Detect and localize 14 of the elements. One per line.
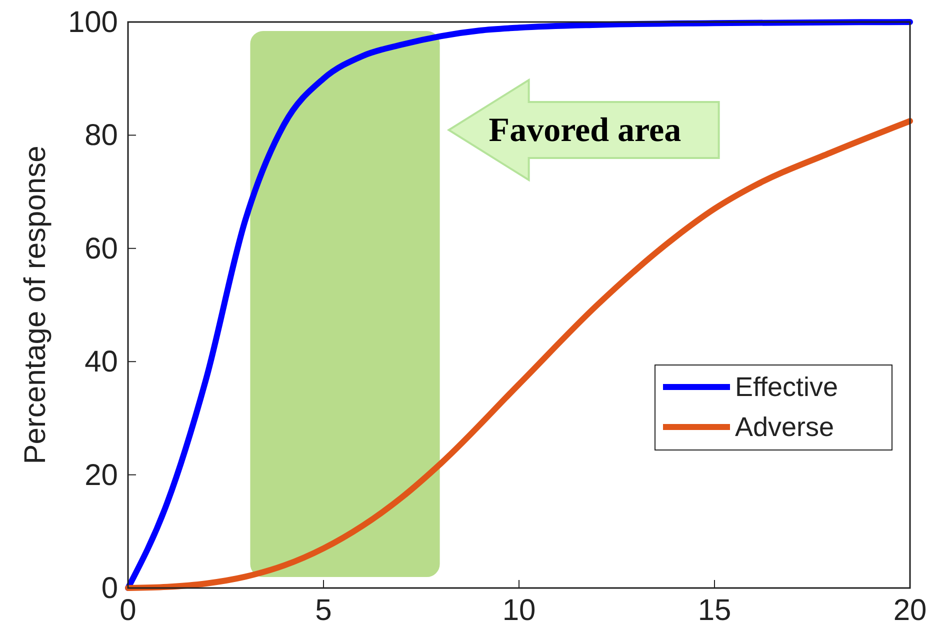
y-axis-title: Percentage of response bbox=[19, 146, 52, 464]
y-tick-label: 100 bbox=[68, 6, 118, 39]
y-tick-label: 20 bbox=[84, 458, 118, 492]
y-tick-label: 0 bbox=[101, 572, 118, 605]
band-label: Favored area bbox=[488, 112, 682, 149]
legend-label: Effective bbox=[735, 372, 838, 402]
y-tick-label: 40 bbox=[84, 346, 118, 379]
x-tick-label: 15 bbox=[698, 594, 732, 627]
legend-label: Adverse bbox=[735, 412, 834, 442]
y-tick-label: 80 bbox=[84, 119, 118, 152]
x-tick-label: 5 bbox=[315, 594, 332, 627]
x-tick-label: 10 bbox=[502, 594, 536, 627]
x-tick-label: 20 bbox=[893, 594, 927, 627]
y-tick-label: 60 bbox=[84, 232, 118, 266]
